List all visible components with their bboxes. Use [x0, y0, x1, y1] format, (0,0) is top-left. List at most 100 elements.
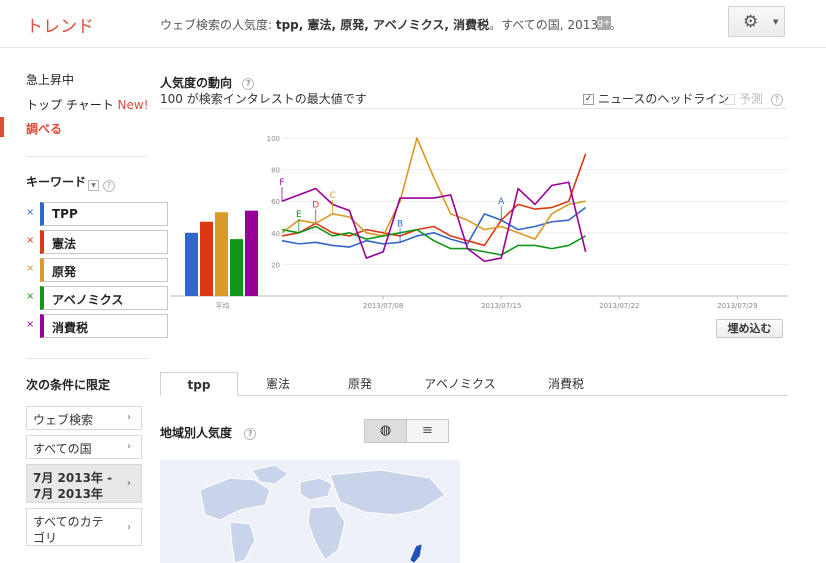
settings-button[interactable]: ⚙ ▼ — [728, 6, 785, 37]
nav-trending-label: 急上昇中 — [26, 73, 75, 87]
map-region-greenland[interactable] — [251, 464, 289, 485]
tab-kenpo[interactable]: 憲法 — [265, 377, 290, 391]
gear-icon: ⚙ — [743, 12, 759, 32]
filter-label: ウェブ検索 — [33, 413, 94, 427]
help-icon[interactable]: ? — [770, 93, 783, 106]
news-headlines-toggle[interactable]: ✓ ニュースのヘッドライン — [583, 90, 729, 107]
sidebar-divider — [26, 156, 148, 157]
keyword-chip-tpp[interactable]: TPP — [40, 202, 168, 226]
filter-label-line: 7月 2013年 - — [33, 471, 113, 485]
filter-region[interactable]: すべての国 › — [26, 435, 142, 459]
panel-divider — [160, 108, 787, 109]
series-line — [281, 181, 587, 263]
y-tick-label: 60 — [271, 198, 280, 206]
filter-date-range[interactable]: 7月 2013年 - 7月 2013年 › — [26, 464, 142, 503]
series-line — [281, 137, 586, 240]
nav-explore-label: 調べる — [26, 122, 63, 136]
forecast-label: 予測 — [739, 92, 764, 106]
map-region-asia[interactable] — [329, 469, 446, 516]
filter-label-line: 7月 2013年 — [33, 487, 103, 501]
keyword-chip-genpatsu[interactable]: 原発 — [40, 258, 168, 282]
remove-icon[interactable]: × — [26, 235, 35, 246]
filter-label-line: ゴリ — [33, 531, 58, 545]
keyword-chip-shohizei[interactable]: 消費税 — [40, 314, 168, 338]
query-prefix: ウェブ検索の人気度: — [160, 18, 276, 32]
region-title-text: 地域別人気度 — [160, 426, 233, 440]
x-tick-label: 2013/07/22 — [599, 302, 639, 310]
news-marker-letter: E — [296, 210, 302, 220]
filters-title: 次の条件に限定 — [26, 378, 111, 392]
map-view-button[interactable]: ◍ — [364, 419, 407, 443]
forecast-checkbox[interactable] — [724, 94, 735, 105]
nav-explore[interactable]: 調べる — [26, 120, 62, 137]
keyword-label: TPP — [52, 207, 78, 221]
brand-title[interactable]: トレンド — [26, 17, 94, 37]
filter-search-type[interactable]: ウェブ検索 › — [26, 406, 142, 430]
map-region-north-america[interactable] — [199, 477, 271, 521]
news-label: ニュースのヘッドライン — [598, 92, 730, 106]
region-title: 地域別人気度 ? — [160, 424, 257, 441]
interest-title-text: 人気度の動向 — [160, 76, 233, 90]
chevron-right-icon: › — [127, 412, 131, 423]
query-terms: tpp, 憲法, 原発, アベノミクス, 消費税 — [275, 18, 490, 32]
news-marker-letter: D — [312, 200, 319, 210]
sidebar: 急上昇中 トップ チャート New! 調べる キーワード ▼ ? × TPP ×… — [0, 48, 168, 563]
app-header: トレンド ウェブ検索の人気度: tpp, 憲法, 原発, アベノミクス, 消費税… — [0, 0, 826, 48]
remove-icon[interactable]: × — [26, 319, 35, 330]
map-region-japan[interactable] — [409, 543, 423, 563]
dropdown-icon[interactable]: ▼ — [88, 180, 99, 191]
help-icon[interactable]: ? — [242, 77, 255, 90]
average-bar — [185, 232, 198, 296]
y-tick-label: 80 — [271, 167, 280, 175]
keyword-label: 消費税 — [52, 321, 89, 335]
interest-over-time-chart: 20 40 60 80 100 2013/07/08 2013/07/15 2013/07/2… — [170, 135, 788, 310]
world-map — [160, 460, 460, 563]
series-line — [281, 225, 586, 256]
keyword-chip-kenpo[interactable]: 憲法 — [40, 230, 168, 254]
remove-icon[interactable]: × — [26, 207, 35, 218]
globe-icon: ◍ — [379, 423, 392, 438]
y-tick-label: 40 — [271, 230, 280, 238]
keyword-tabs: tpp 憲法 原発 アベノミクス 消費税 — [160, 372, 787, 396]
news-marker-letter: A — [498, 197, 505, 207]
keywords-title: キーワード — [26, 175, 87, 189]
keyword-label: 憲法 — [52, 237, 77, 251]
map-region-europe[interactable] — [299, 477, 333, 501]
tab-shohizei[interactable]: 消費税 — [547, 377, 584, 391]
list-view-button[interactable]: ≡ — [406, 419, 449, 443]
sidebar-divider — [26, 358, 148, 359]
help-icon[interactable]: ? — [244, 427, 257, 440]
x-tick-label: 2013/07/15 — [481, 302, 521, 310]
keyword-tools: ▼ ? — [88, 178, 115, 192]
chevron-right-icon: › — [127, 522, 131, 533]
nav-trending[interactable]: 急上昇中 — [26, 71, 74, 88]
help-icon[interactable]: ? — [102, 179, 115, 192]
region-view-toggle: ◍ ≡ — [364, 419, 449, 443]
chevron-right-icon: › — [127, 441, 131, 452]
keyword-label: 原発 — [52, 265, 77, 279]
map-region-africa[interactable] — [307, 505, 346, 561]
filter-category[interactable]: すべてのカテ ゴリ › — [26, 508, 142, 546]
map-region-south-america[interactable] — [229, 521, 256, 563]
x-tick-label: 2013/07/08 — [363, 302, 403, 310]
query-suffix: 。すべての国, 2013/7。 — [489, 18, 622, 32]
remove-icon[interactable]: × — [26, 263, 35, 274]
news-checkbox[interactable]: ✓ — [583, 94, 594, 105]
filter-label: 7月 2013年 - 7月 2013年 — [33, 470, 112, 502]
forecast-toggle[interactable]: 予測 ? — [724, 90, 783, 107]
tab-tpp[interactable]: tpp — [160, 372, 238, 396]
tab-genpatsu[interactable]: 原発 — [347, 377, 372, 391]
remove-icon[interactable]: × — [26, 291, 35, 302]
filter-label: すべての国 — [33, 442, 92, 456]
interest-subtitle: 100 が検索インタレストの最大値です — [160, 92, 367, 106]
keyword-label: アベノミクス — [52, 293, 124, 307]
active-indicator — [0, 117, 4, 137]
keyword-chip-abenomics[interactable]: アベノミクス — [40, 286, 168, 310]
google-plus-icon[interactable]: g+ — [597, 16, 611, 30]
embed-button[interactable]: 埋め込む — [716, 319, 783, 338]
news-marker-letter: B — [397, 219, 403, 229]
tab-abenomics[interactable]: アベノミクス — [424, 377, 496, 391]
nav-top-charts[interactable]: トップ チャート New! — [26, 96, 149, 113]
series-line — [281, 206, 587, 248]
news-marker-letter: F — [279, 178, 284, 188]
